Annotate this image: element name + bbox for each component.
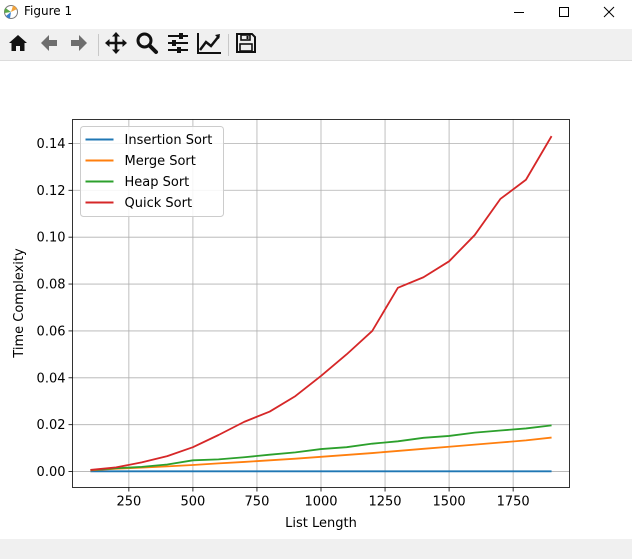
y-tick-label: 0.10 (37, 231, 66, 246)
legend-label: Heap Sort (125, 175, 190, 190)
back-icon (38, 32, 60, 58)
home-button[interactable] (5, 32, 31, 58)
x-tick-label: 750 (245, 495, 270, 510)
window-title: Figure 1 (24, 4, 73, 18)
series-line-quick-sort (90, 135, 553, 471)
maximize-button[interactable] (541, 0, 587, 24)
x-tick-label: 1000 (304, 495, 337, 510)
series-line-merge-sort (90, 436, 552, 472)
status-bar (0, 539, 632, 559)
navigation-toolbar (0, 29, 632, 61)
legend: Insertion Sort Merge Sort Heap Sort Quick S… (80, 126, 224, 217)
edit-axis-button[interactable] (196, 32, 222, 58)
home-icon (7, 32, 29, 58)
legend-label: Quick Sort (125, 196, 193, 211)
pan-icon (104, 31, 128, 59)
zoom-icon (135, 31, 159, 59)
x-tick-label: 500 (180, 495, 205, 510)
close-icon (603, 3, 615, 22)
toolbar-separator (228, 34, 229, 56)
save-button[interactable] (233, 32, 259, 58)
y-tick-label: 0.08 (37, 278, 66, 293)
maximize-icon (558, 3, 570, 22)
zoom-button[interactable] (134, 32, 160, 58)
series-line-heap-sort (90, 424, 552, 472)
x-tick-label: 1500 (433, 495, 466, 510)
y-tick-label: 0.14 (37, 137, 66, 152)
pan-button[interactable] (103, 32, 129, 58)
forward-button[interactable] (66, 32, 92, 58)
minimize-icon (513, 3, 525, 22)
legend-label: Merge Sort (125, 154, 196, 169)
x-tick-label: 1250 (368, 495, 401, 510)
x-tick-label: 250 (116, 495, 141, 510)
y-tick-label: 0.04 (37, 371, 66, 386)
toolbar-separator (98, 34, 99, 56)
title-bar: Figure 1 (0, 0, 632, 24)
legend-label: Insertion Sort (125, 133, 213, 148)
legend-box (80, 126, 224, 217)
y-tick-label: 0.02 (37, 418, 66, 433)
back-button[interactable] (36, 32, 62, 58)
close-button[interactable] (586, 0, 632, 24)
y-tick-label: 0.00 (37, 465, 66, 480)
line-chart[interactable]: 250 500 750 1000 1250 1500 1750 0.00 0.02 0.04 0.0… (0, 61, 632, 539)
series-lines (90, 135, 553, 473)
y-tick-label: 0.06 (37, 324, 66, 339)
matplotlib-app-icon (3, 4, 19, 20)
x-tick-label: 1750 (497, 495, 530, 510)
configure-subplots-button[interactable] (165, 32, 191, 58)
y-tick-label: 0.12 (37, 184, 66, 199)
axis-ticks: 250 500 750 1000 1250 1500 1750 0.00 0.02 0.04 0.0… (37, 137, 530, 510)
configure-subplots-icon (166, 31, 190, 59)
save-icon (235, 32, 257, 58)
edit-axis-icon (196, 31, 222, 59)
figure-canvas[interactable]: 250 500 750 1000 1250 1500 1750 0.00 0.02 0.04 0.0… (0, 61, 632, 539)
x-axis-label: List Length (285, 516, 357, 531)
y-axis-label: Time Complexity (12, 248, 27, 359)
minimize-button[interactable] (496, 0, 542, 24)
forward-icon (68, 32, 90, 58)
